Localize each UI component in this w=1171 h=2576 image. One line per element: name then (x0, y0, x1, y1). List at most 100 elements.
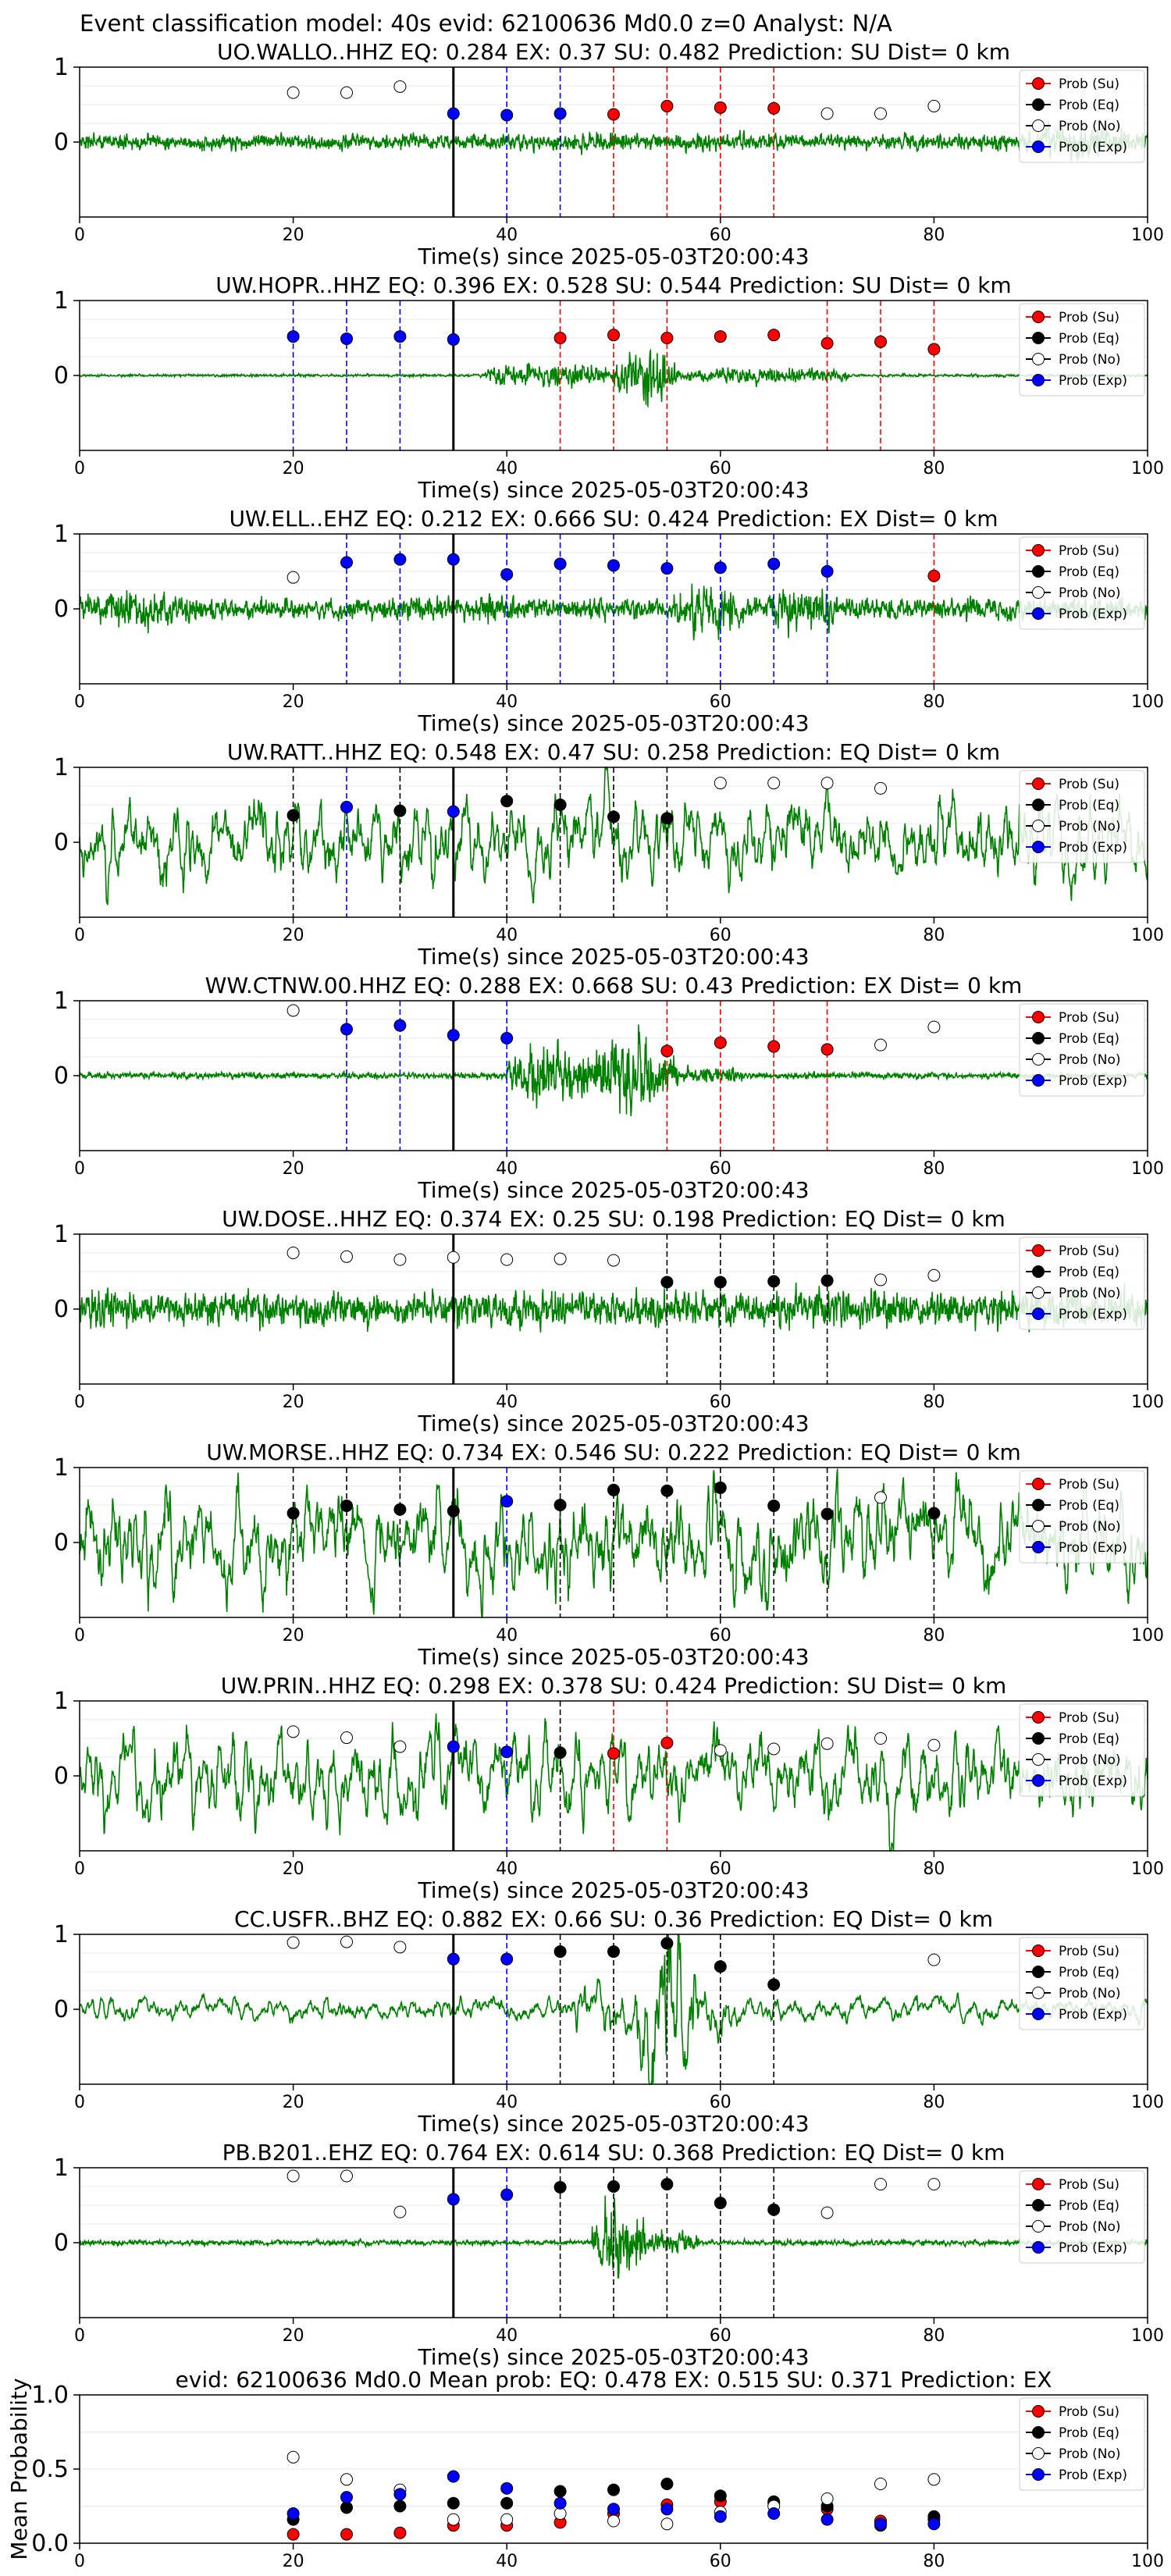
y-tick-label: 0 (54, 362, 69, 390)
prob-point-no (340, 1250, 353, 1263)
legend-label: Prob (Exp) (1059, 2007, 1127, 2023)
legend-label: Prob (Exp) (1059, 1774, 1127, 1789)
y-axis-label: Mean Probability (6, 2378, 32, 2560)
prob-point-no (874, 2178, 887, 2191)
legend-box (1019, 1003, 1145, 1097)
x-tick-label: 20 (283, 2093, 304, 2112)
mean-point-su (287, 2528, 300, 2541)
station-panel-9: CC.USFR..BHZ EQ: 0.882 EX: 0.66 SU: 0.36… (54, 1906, 1164, 2137)
mean-point-exp (714, 2510, 727, 2523)
legend-marker-su (1032, 1244, 1045, 1257)
y-tick-label: 1 (54, 287, 69, 315)
prob-point-eq (927, 1507, 941, 1520)
x-axis-label: Time(s) since 2025-05-03T20:00:43 (417, 244, 809, 269)
prob-point-no (287, 571, 300, 584)
mean-point-no (287, 2450, 300, 2464)
legend-box (1019, 2170, 1145, 2264)
x-axis-label: Time(s) since 2025-05-03T20:00:43 (417, 1644, 809, 1670)
prob-point-exp (767, 557, 781, 571)
x-tick-label: 20 (283, 226, 304, 245)
prob-point-no (874, 1038, 887, 1051)
prob-point-su (874, 335, 887, 348)
x-tick-label: 20 (283, 459, 304, 479)
x-tick-label: 80 (923, 1626, 945, 1646)
prob-point-no (393, 2205, 407, 2218)
y-tick-label: 0 (54, 1763, 69, 1790)
legend-label: Prob (Exp) (1059, 1307, 1127, 1322)
x-tick-label: 80 (923, 1159, 945, 1179)
x-tick-label: 100 (1131, 1159, 1164, 1179)
x-tick-label: 100 (1131, 2326, 1164, 2346)
prob-point-eq (447, 1504, 460, 1517)
legend-marker-su (1032, 1711, 1045, 1724)
legend-marker-su (1032, 311, 1045, 323)
prob-point-eq (767, 1978, 781, 1991)
prob-point-eq (714, 1481, 727, 1494)
mean-point-exp (767, 2507, 781, 2520)
prob-point-su (607, 329, 620, 342)
legend: Prob (Su) Prob (Eq) Prob (No) Prob (Exp) (1019, 1703, 1145, 1797)
mean-point-exp (340, 2491, 353, 2504)
x-tick-label: 60 (710, 1393, 731, 1412)
prob-point-exp (447, 1029, 460, 1042)
prob-point-eq (287, 809, 300, 822)
x-tick-label: 80 (923, 1859, 945, 1879)
prob-point-eq (660, 812, 674, 825)
x-tick-label: 60 (710, 1626, 731, 1646)
prob-point-eq (553, 799, 567, 811)
prob-point-no (820, 107, 834, 120)
x-tick-label: 100 (1131, 1626, 1164, 1646)
x-tick-label: 80 (923, 2326, 945, 2346)
legend-box (1019, 1937, 1145, 2030)
prob-point-exp (447, 805, 460, 818)
legend: Prob (Su) Prob (Eq) Prob (No) Prob (Exp) (1019, 536, 1145, 630)
prob-point-no (287, 1004, 300, 1017)
legend: Prob (Su) Prob (Eq) Prob (No) Prob (Exp) (1019, 69, 1145, 163)
prob-point-exp (340, 332, 353, 345)
station-panel-1: UO.WALLO..HHZ EQ: 0.284 EX: 0.37 SU: 0.4… (54, 39, 1164, 269)
x-tick-label: 0 (74, 459, 85, 479)
legend-label: Prob (Eq) (1059, 1498, 1119, 1514)
legend-marker-no (1032, 353, 1045, 365)
x-tick-label: 40 (496, 692, 518, 712)
panel-title: UW.MORSE..HHZ EQ: 0.734 EX: 0.546 SU: 0.… (206, 1439, 1021, 1465)
legend-marker-exp (1032, 1541, 1045, 1553)
station-panel-2: UW.HOPR..HHZ EQ: 0.396 EX: 0.528 SU: 0.5… (54, 272, 1164, 503)
x-tick-label: 100 (1131, 926, 1164, 945)
x-tick-label: 0 (74, 1626, 85, 1646)
prob-point-su (820, 336, 834, 350)
mean-point-exp (447, 2470, 460, 2483)
legend-marker-su (1032, 1011, 1045, 1023)
prob-point-exp (393, 1019, 407, 1032)
x-tick-label: 40 (496, 1859, 518, 1879)
legend-marker-exp (1032, 607, 1045, 620)
x-tick-label: 20 (283, 692, 304, 712)
mean-point-exp (500, 2482, 514, 2495)
station-panel-10: PB.B201..EHZ EQ: 0.764 EX: 0.614 SU: 0.3… (54, 2140, 1164, 2370)
prob-point-no (927, 1268, 941, 1282)
x-tick-label: 60 (710, 2093, 731, 2112)
x-axis-label: Time(s) since 2025-05-03T20:00:43 (417, 477, 809, 503)
prob-point-exp (500, 1745, 514, 1759)
x-tick-label: 60 (710, 1159, 731, 1179)
prob-point-eq (393, 1503, 407, 1516)
prob-point-eq (607, 1945, 620, 1959)
x-axis-label: Time(s) since 2025-05-03T20:00:43 (417, 1177, 809, 1203)
prob-point-exp (393, 330, 407, 343)
mean-point-exp (820, 2513, 834, 2526)
mean-point-eq (714, 2489, 727, 2503)
x-axis-label: Time(s) since 2025-05-03T20:00:43 (417, 1411, 809, 1436)
prob-point-no (927, 1020, 941, 1034)
y-tick-label: 0 (54, 596, 69, 623)
mean-point-no (447, 2513, 460, 2526)
legend-label: Prob (Su) (1059, 310, 1119, 326)
x-tick-label: 100 (1131, 2552, 1164, 2571)
panel-title: UO.WALLO..HHZ EQ: 0.284 EX: 0.37 SU: 0.4… (217, 39, 1010, 65)
legend-marker-no (1032, 1053, 1045, 1066)
x-tick-label: 60 (710, 1859, 731, 1879)
y-tick-label: 0.0 (31, 2530, 69, 2557)
legend-marker-eq (1032, 799, 1045, 811)
legend-label: Prob (Eq) (1059, 98, 1119, 113)
x-tick-label: 0 (74, 692, 85, 712)
prob-point-su (660, 332, 674, 344)
